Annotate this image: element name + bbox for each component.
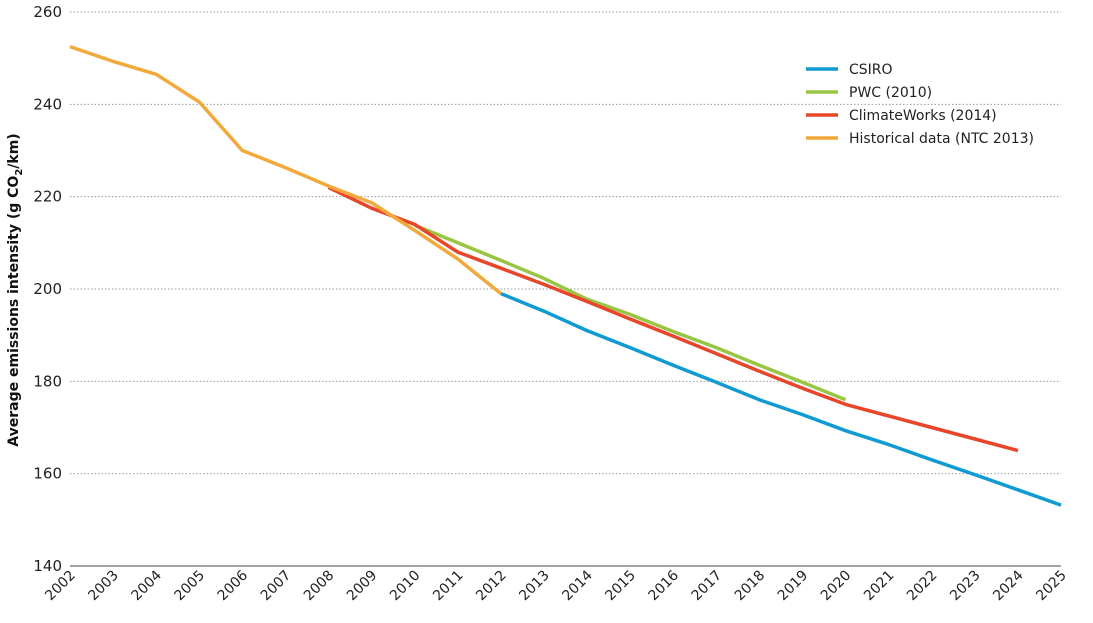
x-tick-label: 2022 — [904, 568, 941, 605]
series-line-historical-data-ntc-2013 — [69, 44, 502, 295]
legend-label: CSIRO — [849, 62, 893, 78]
y-tick-label: 240 — [33, 95, 62, 113]
x-tick-label: 2016 — [646, 567, 683, 604]
legend: CSIRO PWC (2010) ClimateWorks (2014) Histor… — [806, 62, 1034, 147]
legend-label: ClimateWorks (2014) — [849, 108, 997, 124]
series-line-pwc-2010 — [414, 223, 847, 402]
x-tick-label: 2013 — [516, 568, 553, 605]
x-tick-label: 2007 — [258, 568, 295, 605]
x-tick-label: 2014 — [559, 567, 596, 604]
x-tick-label: 2010 — [387, 568, 424, 605]
grid-layer — [70, 11, 1061, 567]
x-tick-label: 2012 — [473, 568, 510, 605]
x-tick-label: 2015 — [602, 568, 639, 605]
y-tick-label: 200 — [33, 280, 62, 298]
y-axis-title-subscript: 2 — [14, 169, 25, 176]
x-tick-label: 2025 — [1033, 568, 1070, 605]
legend-label: PWC (2010) — [849, 85, 932, 101]
x-tick-label: 2020 — [818, 568, 855, 605]
y-tick-label: 260 — [33, 3, 62, 21]
x-tick-label: 2004 — [128, 567, 165, 604]
y-tick-label: 220 — [33, 188, 62, 206]
y-axis-title-suffix: /km) — [6, 133, 22, 168]
x-tick-label: 2017 — [689, 568, 726, 605]
series-layer — [69, 44, 1062, 507]
series-line-csiro — [500, 291, 1062, 507]
x-tick-label: 2011 — [430, 568, 467, 605]
y-axis-title-main: Average emissions intensity (g CO — [6, 176, 22, 447]
x-tick-label: 2021 — [861, 568, 898, 605]
y-axis-title: Average emissions intensity (g CO2/km) — [6, 133, 25, 446]
x-tick-label: 2009 — [344, 568, 381, 605]
y-tick-label: 180 — [33, 372, 62, 390]
y-tick-label: 160 — [33, 465, 62, 483]
legend-label: Historical data (NTC 2013) — [849, 131, 1034, 147]
x-tick-label: 2019 — [775, 568, 812, 605]
x-tick-label: 2008 — [301, 568, 338, 605]
x-tick-label: 2024 — [990, 567, 1027, 604]
series-line-climateworks-2014 — [327, 185, 1019, 453]
y-tick-label: 140 — [33, 557, 62, 575]
x-tick-label: 2023 — [947, 568, 984, 605]
x-tick-label: 2005 — [172, 568, 209, 605]
x-tick-label: 2003 — [85, 568, 122, 605]
x-tick-label: 2006 — [215, 567, 252, 604]
x-tick-label: 2018 — [732, 568, 769, 605]
